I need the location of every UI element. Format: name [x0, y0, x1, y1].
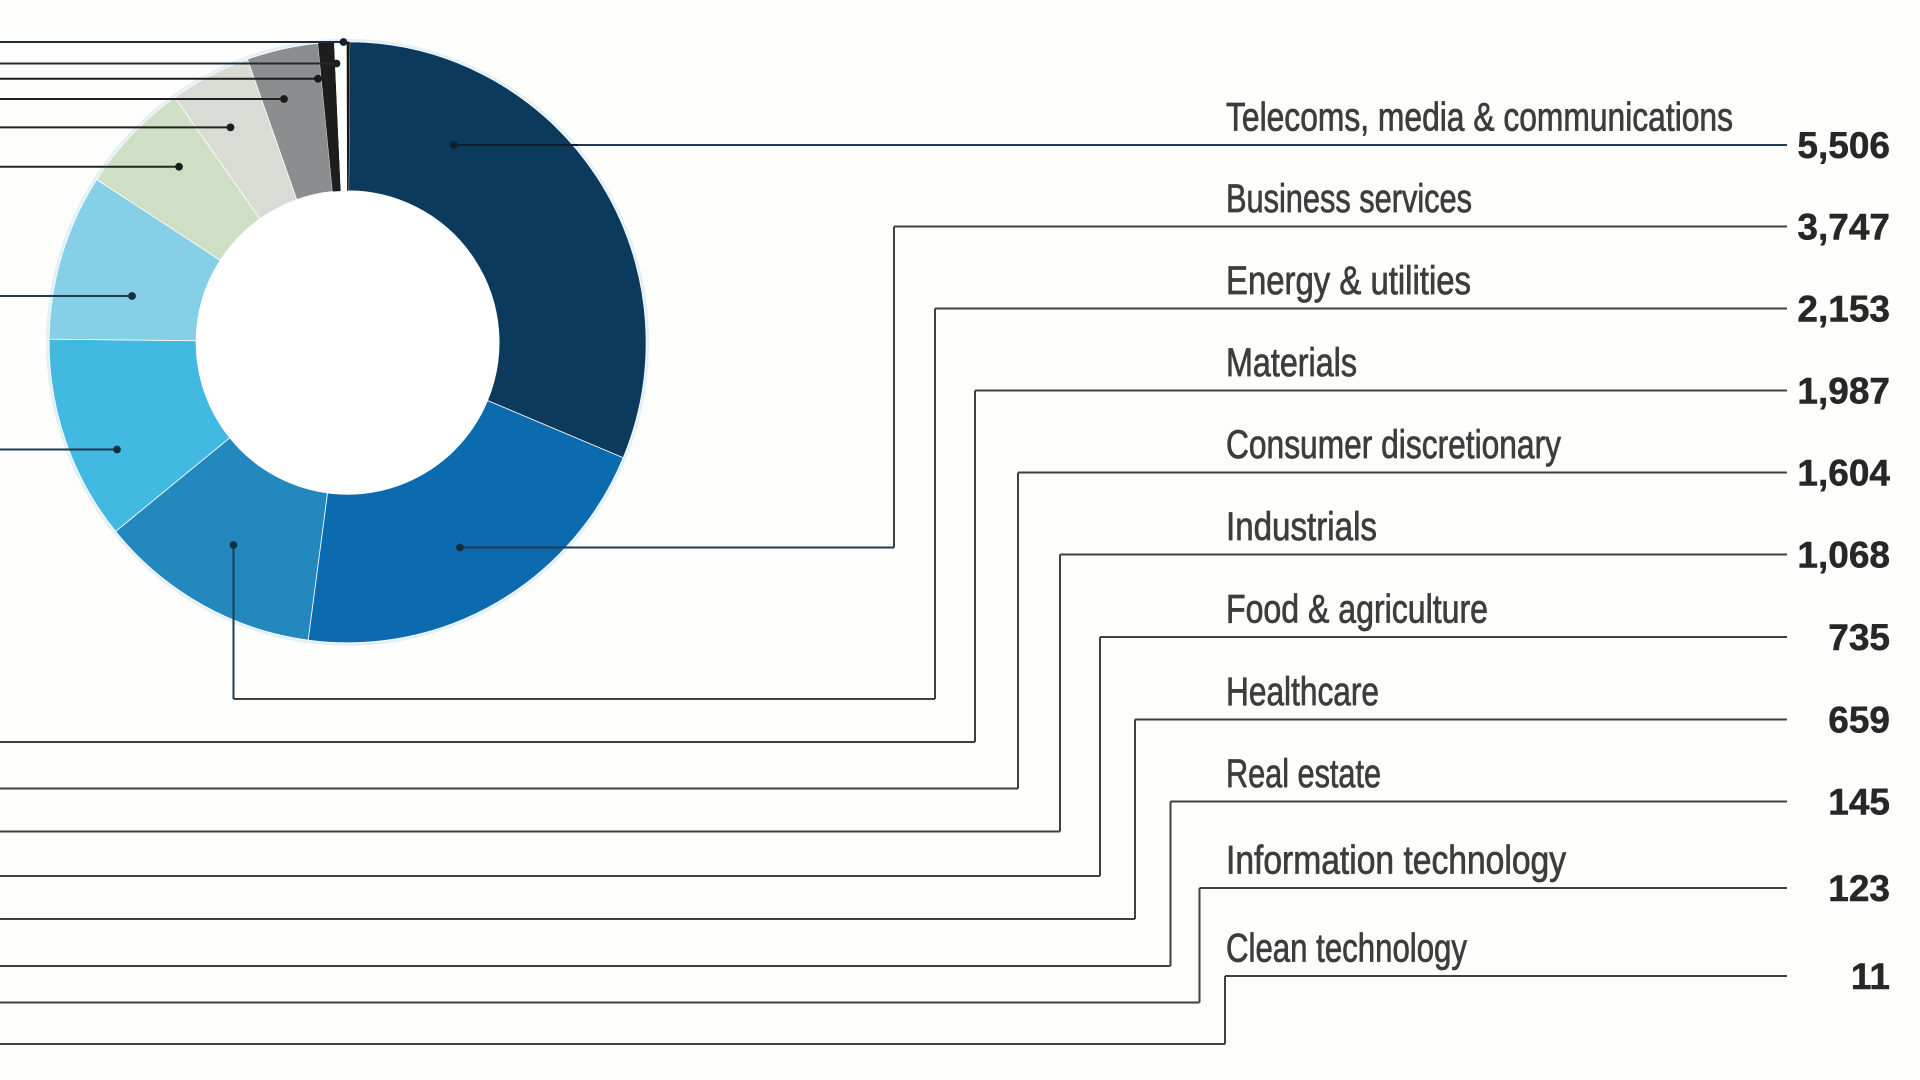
svg-text:Food & agriculture: Food & agriculture: [1226, 588, 1488, 632]
svg-text:Telecoms, media & communicatio: Telecoms, media & communications: [1226, 96, 1733, 140]
svg-text:1,068: 1,068: [1797, 535, 1890, 576]
svg-text:3,747: 3,747: [1797, 207, 1890, 248]
svg-text:Energy & utilities: Energy & utilities: [1226, 259, 1471, 303]
svg-text:Healthcare: Healthcare: [1226, 670, 1379, 714]
svg-text:Clean technology: Clean technology: [1226, 927, 1467, 971]
svg-text:Consumer discretionary: Consumer discretionary: [1226, 423, 1561, 467]
svg-text:1,987: 1,987: [1797, 371, 1890, 412]
svg-text:Industrials: Industrials: [1226, 505, 1377, 549]
svg-text:735: 735: [1828, 617, 1890, 658]
svg-text:Real estate: Real estate: [1226, 752, 1381, 796]
svg-text:123: 123: [1828, 868, 1890, 909]
svg-text:Business services: Business services: [1226, 177, 1472, 221]
svg-text:Materials: Materials: [1226, 341, 1357, 385]
svg-text:5,506: 5,506: [1797, 125, 1890, 166]
svg-text:145: 145: [1828, 782, 1890, 823]
svg-text:1,604: 1,604: [1797, 453, 1890, 494]
svg-text:2,153: 2,153: [1797, 289, 1890, 330]
svg-text:11: 11: [1851, 956, 1890, 997]
svg-text:Information technology: Information technology: [1226, 839, 1566, 883]
svg-text:659: 659: [1828, 700, 1890, 741]
